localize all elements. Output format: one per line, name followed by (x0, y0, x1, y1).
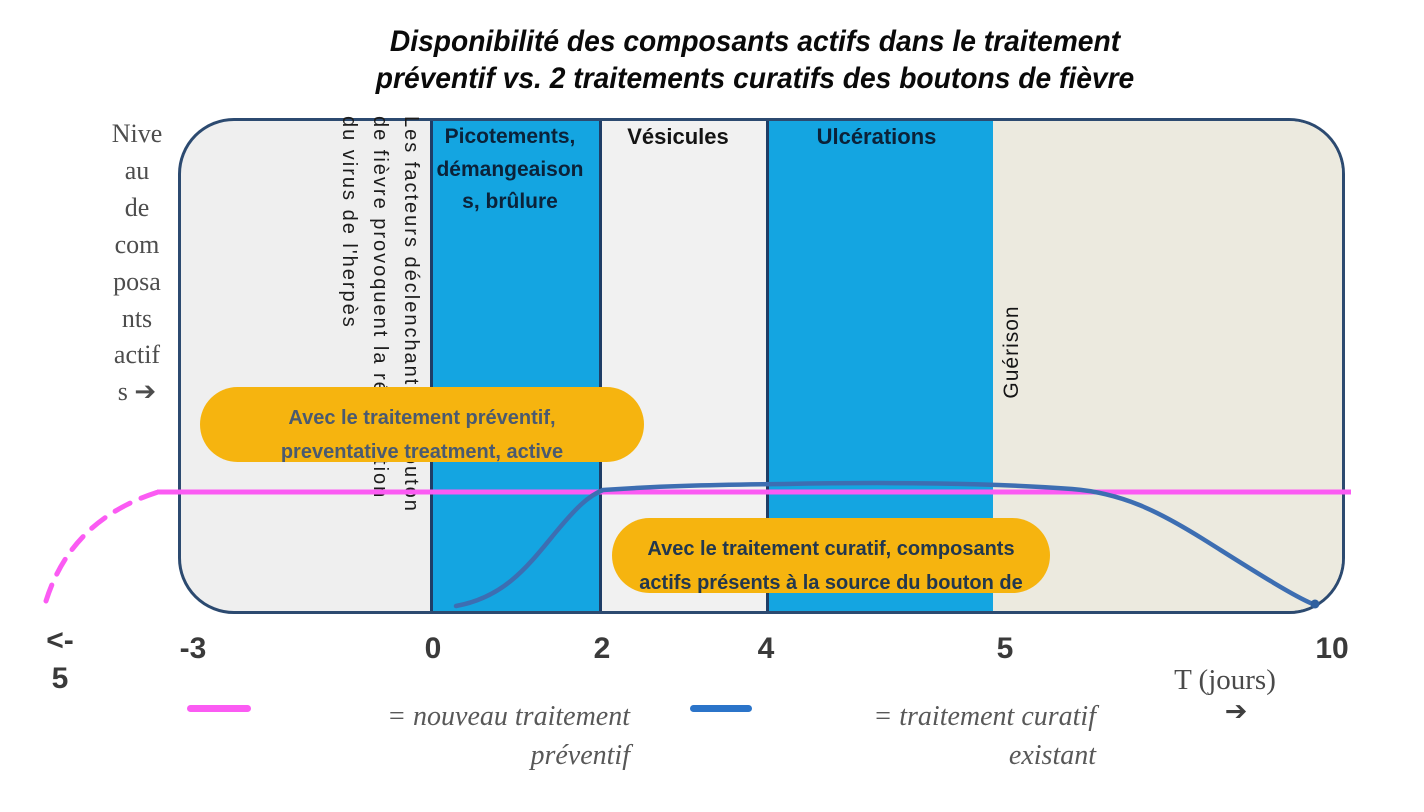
phase-label-ulcerations: Ulcérations (816, 124, 937, 149)
callout-curatif: Avec le traitement curatif, composants a… (612, 518, 1050, 593)
phase-label-picotements: Picotements, démangeaisons, brûlure (436, 125, 584, 214)
legend-swatch-curatif (690, 705, 752, 712)
chart-title: Disponibilité des composants actifs dans… (375, 25, 1135, 95)
legend-swatch-preventif (187, 705, 251, 712)
y-axis-label: Nive au de com posa nts actif s ➔ (111, 119, 163, 407)
x-tick-minus5: <- 5 (46, 624, 74, 695)
right-arrow-icon: ➔ (1224, 696, 1248, 726)
trigger-factors-note: Les facteurs déclenchants du bouton de f… (338, 116, 422, 513)
x-tick-2: 2 (593, 632, 611, 665)
x-tick-5: 5 (996, 632, 1014, 665)
x-tick-4: 4 (757, 632, 775, 665)
legend-label-curatif: = traitement curatif existant (873, 701, 1096, 771)
x-axis-title: T (jours) (1174, 664, 1276, 696)
callout-preventif: Avec le traitement préventif, preventati… (200, 387, 644, 462)
x-tick-0: 0 (424, 632, 442, 665)
x-tick-10: 10 (1315, 632, 1349, 665)
x-tick-minus3: -3 (179, 632, 207, 665)
phase-label-vesicules: Vésicules (627, 124, 729, 149)
preventif-curve-dashed (43, 489, 161, 604)
legend-label-preventif: = nouveau traitement préventif (387, 701, 630, 771)
phase-label-guerison: Guérison (1000, 305, 1023, 399)
